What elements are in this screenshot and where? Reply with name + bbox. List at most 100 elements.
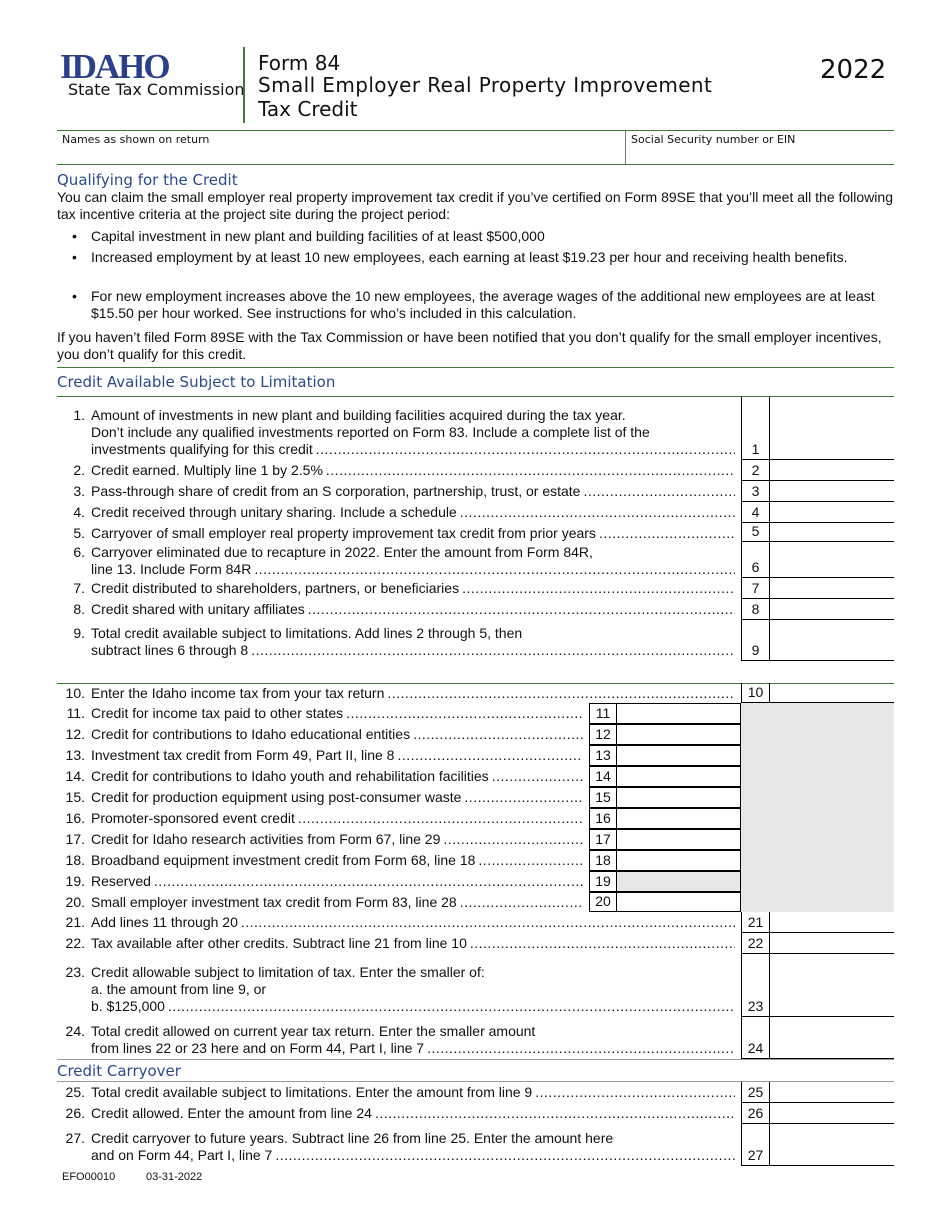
amount-field-line-8[interactable] [769,599,894,620]
divider [57,683,894,684]
line-number: 7. [73,580,85,596]
dot-leader [461,789,583,806]
form-line-21: 21. Add lines 11 through 20 [57,912,894,933]
amount-field-line-1[interactable] [769,397,894,460]
amount-field-line-2[interactable] [769,460,894,481]
line-number-box: 12 [589,724,616,745]
line-text: Amount of investments in new plant and b… [91,407,626,423]
amount-field-line-7[interactable] [769,578,894,599]
line-number-box: 22 [741,933,769,954]
line-number: 5. [73,525,85,541]
bullet-item: • Capital investment in new plant and bui… [72,228,545,244]
ssn-field[interactable] [626,131,894,164]
form-line-12: 12. Credit for contributions to Idaho edu… [57,724,894,745]
tax-year: 2022 [820,55,887,85]
form-line-26: 26. Credit allowed. Enter the amount from… [57,1103,894,1124]
dot-leader [440,831,583,848]
line-number-box: 6 [741,542,769,578]
ssn-label: Social Security number or EIN [631,133,796,146]
shaded-area [741,703,894,912]
line-number-box: 11 [589,703,616,724]
amount-field-line-16[interactable] [616,808,741,829]
line-number-box: 10 [741,683,769,703]
dot-leader [457,504,735,521]
amount-field-line-18[interactable] [616,850,741,871]
line-text: Carryover of small employer real propert… [91,525,596,541]
amount-field-line-5[interactable] [769,523,894,542]
amount-field-line-13[interactable] [616,745,741,766]
line-number-box: 3 [741,481,769,502]
line-number: 21. [65,914,85,930]
line-number-box: 15 [589,787,616,808]
dot-leader [305,601,735,618]
dot-leader [251,561,735,578]
amount-field-line-12[interactable] [616,724,741,745]
dot-leader [165,998,735,1015]
names-field[interactable] [57,131,625,164]
amount-field-line-9[interactable] [769,620,894,661]
header-divider [243,47,245,123]
line-number: 1. [73,407,85,423]
form-line-14: 14. Credit for contributions to Idaho you… [57,766,894,787]
idaho-logo: IDAHO [60,47,171,86]
amount-field-line-21[interactable] [769,912,894,933]
amount-field-line-27[interactable] [769,1124,894,1166]
form-line-15: 15. Credit for production equipment using… [57,787,894,808]
line-text: subtract lines 6 through 8 [91,642,249,658]
line-text: Credit shared with unitary affiliates [91,601,305,617]
amount-field-line-22[interactable] [769,933,894,954]
form-line-11: 11. Credit for income tax paid to other s… [57,703,894,724]
form-line-3: 3. Pass-through share of credit from an S… [57,481,894,502]
divider [57,1059,894,1060]
line-number: 27. [65,1130,85,1146]
form-line-25: 25. Total credit available subject to lim… [57,1082,894,1103]
line-number-box: 26 [741,1103,769,1124]
line-text: investments qualifying for this credit [91,441,313,457]
line-number: 17. [65,831,85,847]
qualifying-heading: Qualifying for the Credit [57,171,238,189]
line-number: 14. [65,768,85,784]
line-text: from lines 22 or 23 here and on Form 44,… [91,1040,425,1056]
amount-field-line-10[interactable] [769,683,894,703]
line-text: Total credit allowed on current year tax… [91,1023,536,1039]
form-title-line2: Tax Credit [258,97,358,121]
line-text: Credit for contributions to Idaho educat… [91,726,411,742]
line-text: Tax available after other credits. Subtr… [91,935,467,951]
dot-leader [151,873,583,890]
dot-leader [323,462,735,479]
line-number-box: 21 [741,912,769,933]
line-text: Credit for contributions to Idaho youth … [91,768,489,784]
line-text: Small employer investment tax credit fro… [91,894,457,910]
line-number: 24. [65,1023,85,1039]
amount-field-line-19 [616,871,741,892]
dot-leader [532,1084,735,1101]
line-number: 20. [65,894,85,910]
amount-field-line-24[interactable] [769,1017,894,1059]
form-line-19: 19. Reserved [57,871,894,892]
amount-field-line-15[interactable] [616,787,741,808]
amount-field-line-26[interactable] [769,1103,894,1124]
form-line-13: 13. Investment tax credit from Form 49, P… [57,745,894,766]
line-number: 11. [66,705,85,721]
amount-field-line-3[interactable] [769,481,894,502]
amount-field-line-20[interactable] [616,892,741,912]
line-text: Total credit available subject to limita… [91,625,523,641]
dot-leader [489,768,583,785]
dot-leader [295,810,583,827]
divider [57,396,894,397]
dot-leader [384,685,735,702]
amount-field-line-11[interactable] [616,703,741,724]
amount-field-line-17[interactable] [616,829,741,850]
form-line-9: 9. Total credit available subject to limi… [57,620,894,661]
amount-field-line-14[interactable] [616,766,741,787]
amount-field-line-6[interactable] [769,542,894,578]
amount-field-line-25[interactable] [769,1082,894,1103]
form-line-5: 5. Carryover of small employer real prope… [57,523,894,542]
line-text: Total credit available subject to limita… [91,1084,533,1100]
amount-field-line-4[interactable] [769,502,894,523]
line-number-box: 16 [589,808,616,829]
dot-leader [313,441,735,458]
line-text: Add lines 11 through 20 [91,914,238,930]
amount-field-line-23[interactable] [769,954,894,1017]
bullet-item: • Increased employment by at least 10 new… [72,249,848,265]
